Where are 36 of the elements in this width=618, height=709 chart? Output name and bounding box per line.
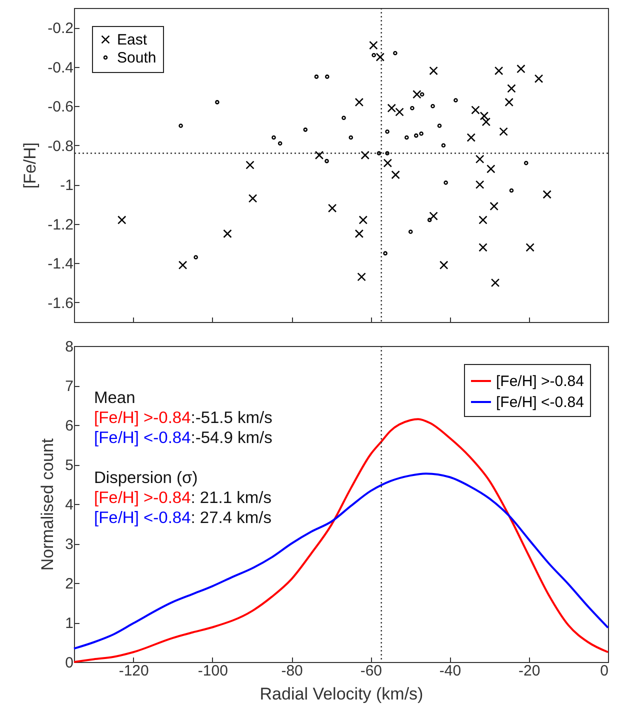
y-tick-label: -1 bbox=[60, 177, 74, 194]
y-tick-label: -1.6 bbox=[48, 294, 74, 312]
y-tick-label: 7 bbox=[65, 378, 74, 395]
y-tick-label: 4 bbox=[65, 496, 74, 514]
annotation: [Fe/H] <-0.84:-54.9 km/s bbox=[94, 429, 272, 447]
annotation: Mean bbox=[94, 389, 136, 407]
y-tick-label: 2 bbox=[65, 576, 74, 592]
annotation: [Fe/H] >-0.84:-51.5 km/s bbox=[94, 409, 272, 427]
x-tick-label: -80 bbox=[281, 662, 303, 680]
y-tick-label: 5 bbox=[65, 457, 74, 474]
y-tick-label: -0.2 bbox=[48, 20, 74, 38]
y-tick-label: -1.4 bbox=[48, 256, 74, 273]
y-tick-label: -0.6 bbox=[48, 98, 74, 116]
legend-label: [Fe/H] <-0.84 bbox=[496, 394, 584, 411]
y-tick-label: -1.2 bbox=[48, 216, 74, 234]
x-tick-label: -20 bbox=[518, 662, 540, 680]
y-tick-label: 1 bbox=[65, 615, 74, 632]
x-tick-label: -40 bbox=[439, 662, 462, 680]
y-tick-label: -0.4 bbox=[48, 59, 74, 76]
legend-label: South bbox=[117, 50, 156, 66]
x-tick-label: -60 bbox=[360, 662, 382, 680]
annotation: Dispersion (σ) bbox=[94, 469, 198, 487]
x-axis-title: Radial Velocity (km/s) bbox=[260, 684, 424, 704]
x-tick-label: -100 bbox=[198, 662, 228, 680]
x-tick-label: 0 bbox=[600, 662, 608, 680]
legend-label: East bbox=[117, 32, 148, 48]
y-tick-label: 6 bbox=[65, 418, 74, 434]
x-tick-label: -120 bbox=[118, 662, 149, 680]
annotation: [Fe/H] >-0.84: 21.1 km/s bbox=[94, 489, 272, 507]
annotation: [Fe/H] <-0.84: 27.4 km/s bbox=[94, 509, 272, 527]
legend-label: [Fe/H] >-0.84 bbox=[496, 373, 584, 390]
y-axis-title: Normalised count bbox=[38, 438, 58, 571]
y-axis-title: [Fe/H] bbox=[20, 142, 40, 189]
y-tick-label: 3 bbox=[65, 536, 74, 553]
y-tick-label: 8 bbox=[65, 338, 74, 356]
y-tick-label: -0.8 bbox=[48, 138, 74, 155]
